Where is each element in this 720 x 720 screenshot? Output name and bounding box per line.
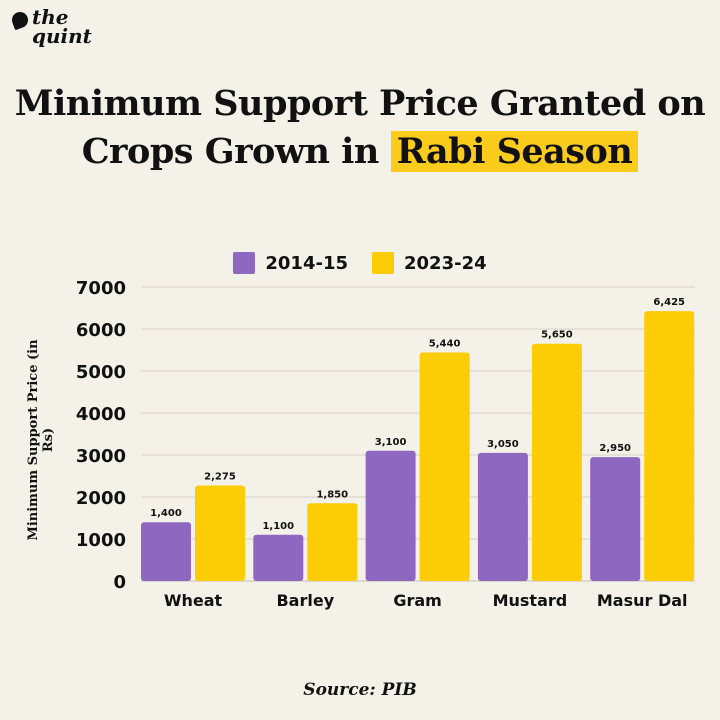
y-tick-label: 7000 <box>76 278 126 299</box>
bar-2023-24-wheat <box>195 485 245 581</box>
bar-2014-15-gram <box>365 450 416 581</box>
data-label: 2,950 <box>599 443 631 454</box>
data-label: 5,650 <box>541 330 573 341</box>
x-tick-label: Gram <box>393 591 442 610</box>
bar-2014-15-barley <box>253 534 304 581</box>
bar-2023-24-barley <box>307 503 358 581</box>
y-tick-label: 6000 <box>76 320 126 341</box>
chart-title: Minimum Support Price Granted on Crops G… <box>0 80 720 176</box>
data-label: 1,850 <box>316 489 348 500</box>
bar-2023-24-masur-dal <box>644 311 695 581</box>
x-tick-label: Wheat <box>164 591 223 610</box>
y-tick-label: 0 <box>113 572 126 593</box>
legend-item-2014-15: 2014-15 <box>233 252 348 274</box>
y-tick-label: 5000 <box>76 362 126 383</box>
legend-swatch <box>372 252 394 274</box>
bar-2014-15-wheat <box>141 522 191 581</box>
y-tick-label: 1000 <box>76 530 126 551</box>
legend-label: 2023-24 <box>404 252 487 274</box>
y-tick-label: 2000 <box>76 488 126 509</box>
data-label: 3,100 <box>375 437 407 448</box>
legend-item-2023-24: 2023-24 <box>372 252 487 274</box>
title-line-2-plain: Crops Grown in <box>81 131 380 172</box>
legend-label: 2014-15 <box>265 252 348 274</box>
data-label: 1,400 <box>150 508 182 519</box>
data-label: 2,275 <box>204 471 236 482</box>
source-note: Source: PIB <box>303 680 417 700</box>
data-label: 1,100 <box>262 521 294 532</box>
bar-2014-15-mustard <box>477 452 528 581</box>
data-label: 3,050 <box>487 439 519 450</box>
x-tick-label: Mustard <box>493 591 568 610</box>
legend-swatch <box>233 252 256 274</box>
title-highlight: Rabi Season <box>390 131 639 172</box>
data-label: 5,440 <box>429 339 461 350</box>
y-tick-label: 4000 <box>76 404 126 425</box>
data-label: 6,425 <box>653 297 685 308</box>
legend: 2014-15 2023-24 <box>0 252 720 274</box>
the-quint-logo: the quint <box>9 5 92 53</box>
x-tick-label: Barley <box>276 591 334 610</box>
title-line-2: Crops Grown in Rabi Season <box>0 128 720 176</box>
logo-text: the quint <box>32 5 92 48</box>
title-line-1: Minimum Support Price Granted on <box>14 83 706 124</box>
bar-2014-15-masur-dal <box>590 457 641 581</box>
y-tick-label: 3000 <box>76 446 126 467</box>
bar-2023-24-gram <box>419 352 470 581</box>
x-tick-label: Masur Dal <box>597 591 688 610</box>
bar-2023-24-mustard <box>531 343 582 581</box>
